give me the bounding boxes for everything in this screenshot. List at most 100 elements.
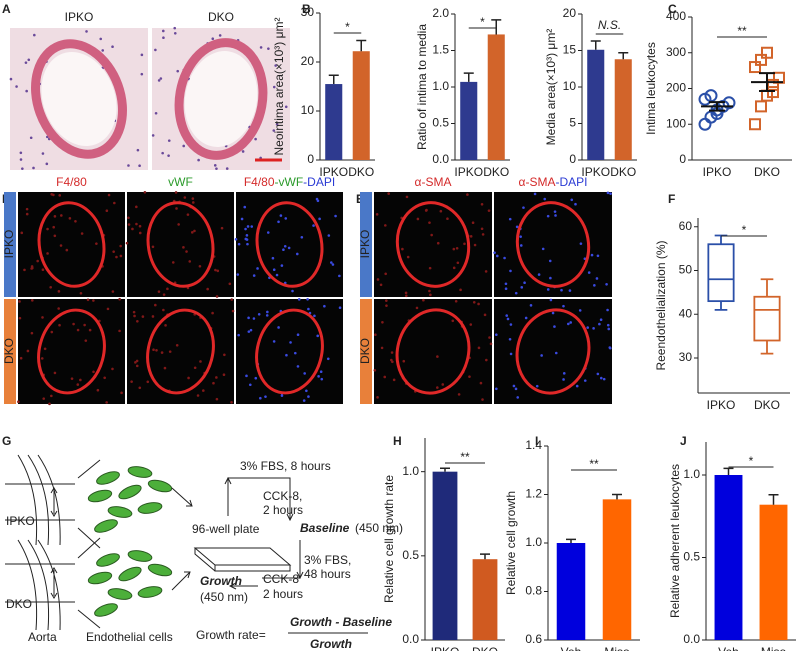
nucleus (57, 307, 60, 310)
row-bar (4, 192, 16, 297)
nucleus (331, 263, 335, 266)
panel-g-text: IPKO DKO Aorta Endothelial cells 3% FBS,… (6, 459, 403, 651)
nucleus (302, 399, 306, 402)
nucleus (551, 311, 555, 315)
nucleus (254, 376, 258, 380)
step-label: 3% FBS, (304, 553, 351, 567)
nucleus (265, 314, 269, 317)
nucleus (103, 376, 106, 380)
header-part: F4/80 (244, 175, 275, 189)
nucleus (138, 224, 142, 228)
nucleus (586, 326, 589, 329)
nucleus (569, 321, 572, 324)
nucleus (215, 167, 218, 170)
x-tick-label: DKO (610, 165, 636, 179)
nucleus (541, 247, 545, 251)
nucleus (515, 225, 519, 229)
nucleus (247, 330, 251, 333)
nucleus (247, 316, 250, 320)
x-tick-label: IPKO (707, 398, 736, 412)
nucleus (384, 272, 387, 276)
nucleus (546, 288, 550, 291)
header-part: -vWF (275, 175, 304, 189)
nucleus (176, 69, 180, 73)
nucleus (469, 323, 473, 326)
bar (472, 559, 498, 640)
nucleus (297, 298, 301, 301)
nucleus (257, 312, 261, 316)
nucleus (554, 214, 557, 217)
nucleus (186, 213, 190, 216)
y-tick-label: 0.5 (432, 116, 449, 130)
nucleus (252, 274, 256, 277)
y-tick-label: 1.0 (432, 79, 449, 93)
whisker (714, 301, 728, 311)
nucleus (546, 214, 550, 218)
y-tick-label: 300 (666, 45, 686, 59)
nucleus (495, 387, 498, 391)
y-tick-label: 0 (679, 152, 686, 166)
nucleus (30, 265, 34, 268)
nucleus (376, 396, 379, 399)
nucleus (20, 231, 24, 235)
formula-label: Growth rate= (196, 628, 266, 642)
y-tick-label: 1.0 (683, 467, 700, 481)
nucleus (307, 395, 310, 398)
y-axis-label: Relative cell growth (504, 491, 518, 595)
nucleus (53, 215, 57, 218)
nucleus (264, 395, 267, 398)
bar (714, 475, 743, 640)
whisker (760, 340, 774, 355)
nucleus (272, 129, 276, 132)
nucleus (283, 244, 287, 248)
nucleus (19, 158, 23, 161)
vessel-wall (146, 308, 215, 395)
nucleus (245, 374, 248, 378)
nucleus (514, 291, 518, 295)
y-tick-label: 30 (679, 350, 693, 364)
nucleus (291, 289, 294, 293)
nucleus (599, 376, 603, 380)
nucleus (49, 286, 52, 289)
nucleus (111, 290, 115, 293)
nucleus (17, 400, 20, 404)
error-bar (440, 467, 450, 472)
image-label: DKO (208, 10, 234, 24)
arrows (171, 487, 193, 591)
nucleus (523, 281, 526, 285)
nucleus (489, 342, 493, 346)
wavelength: (450 nm) (200, 590, 248, 604)
nucleus (46, 227, 49, 231)
nucleus (185, 250, 188, 253)
panel-letter: I (535, 434, 538, 448)
nucleus (155, 348, 158, 352)
nucleus (519, 235, 522, 238)
nucleus (280, 264, 284, 267)
significance-label: * (749, 454, 754, 468)
nucleus (136, 319, 139, 323)
nucleus (274, 64, 277, 67)
row-label: DKO (358, 338, 372, 364)
nucleus (422, 298, 425, 302)
nucleus (319, 370, 323, 374)
nucleus (568, 289, 572, 292)
nucleus (198, 264, 202, 268)
nucleus (127, 223, 131, 226)
lumen (41, 52, 117, 146)
x-tick-label: Veh (561, 645, 582, 651)
nucleus (222, 373, 226, 377)
nucleus (230, 298, 234, 301)
nucleus (171, 261, 175, 264)
nucleus (272, 85, 276, 89)
nucleus (151, 134, 155, 137)
nucleus (159, 77, 163, 80)
nucleus (136, 148, 140, 152)
y-tick-label: 0.8 (525, 584, 542, 598)
nucleus (29, 136, 33, 140)
header-part: α-SMA (415, 175, 452, 189)
row-label: IPKO (358, 230, 372, 259)
header-part: -DAPI (555, 175, 587, 189)
growth-label: Growth (200, 574, 242, 588)
nucleus (406, 255, 410, 259)
nucleus (76, 383, 80, 386)
